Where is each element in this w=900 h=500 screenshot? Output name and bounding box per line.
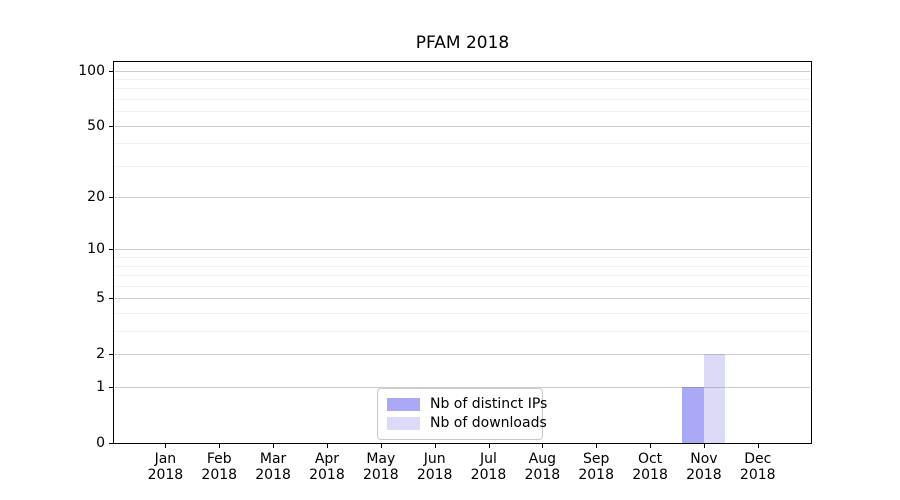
x-tick-mark-sep (596, 444, 598, 448)
y-tick-label-50: 50 (87, 117, 105, 134)
y-tick-mark-100 (109, 70, 113, 72)
x-tick-label-mar: Mar 2018 (255, 451, 291, 483)
legend-swatch-downloads (387, 416, 420, 430)
y-tick-label-5: 5 (96, 290, 105, 307)
y-tick-mark-10 (109, 249, 113, 251)
x-tick-label-dec: Dec 2018 (739, 451, 776, 483)
x-tick-mark-may (380, 444, 382, 448)
x-tick-mark-mar (273, 444, 275, 448)
x-tick-label-sep: Sep 2018 (578, 451, 614, 483)
x-tick-mark-jul (488, 444, 490, 448)
x-tick-mark-jan (165, 444, 167, 448)
legend-label-distinct-ips: Nb of distinct IPs (430, 396, 548, 412)
x-tick-mark-oct (650, 444, 652, 448)
y-tick-label-100: 100 (78, 62, 105, 79)
y-tick-label-0: 0 (96, 435, 105, 451)
y-tick-mark-20 (109, 197, 113, 199)
x-tick-mark-aug (542, 444, 544, 448)
x-tick-label-feb: Feb 2018 (201, 451, 238, 483)
x-tick-label-nov: Nov 2018 (686, 451, 722, 483)
x-tick-label-apr: Apr 2018 (309, 451, 345, 483)
y-tick-label-2: 2 (96, 346, 105, 363)
x-tick-mark-nov (703, 444, 705, 448)
x-tick-mark-dec (757, 444, 759, 448)
x-tick-mark-feb (219, 444, 221, 448)
y-tick-label-10: 10 (87, 241, 105, 258)
x-tick-label-jul: Jul 2018 (470, 451, 507, 483)
legend-swatch-distinct-ips (387, 397, 420, 411)
legend-label-downloads: Nb of downloads (430, 415, 547, 431)
x-tick-label-aug: Aug 2018 (524, 451, 561, 483)
y-tick-label-20: 20 (87, 189, 105, 206)
y-tick-label-1: 1 (96, 379, 105, 396)
y-tick-mark-1 (109, 387, 113, 389)
y-tick-mark-50 (109, 125, 113, 127)
x-tick-mark-apr (326, 444, 328, 448)
legend-item-downloads: Nb of downloads (387, 414, 547, 432)
plot-area (114, 62, 811, 443)
x-tick-label-jun: Jun 2018 (416, 451, 453, 483)
x-tick-label-jan: Jan 2018 (147, 451, 184, 483)
chart-title: PFAM 2018 (415, 33, 510, 53)
x-tick-label-oct: Oct 2018 (632, 451, 668, 483)
x-tick-label-may: May 2018 (362, 451, 399, 483)
legend: Nb of distinct IPs Nb of downloads (377, 388, 547, 440)
y-tick-mark-2 (109, 354, 113, 356)
y-tick-mark-5 (109, 298, 113, 300)
y-tick-mark-0 (109, 443, 113, 444)
x-tick-mark-jun (434, 444, 436, 448)
legend-item-distinct-ips: Nb of distinct IPs (387, 395, 547, 413)
